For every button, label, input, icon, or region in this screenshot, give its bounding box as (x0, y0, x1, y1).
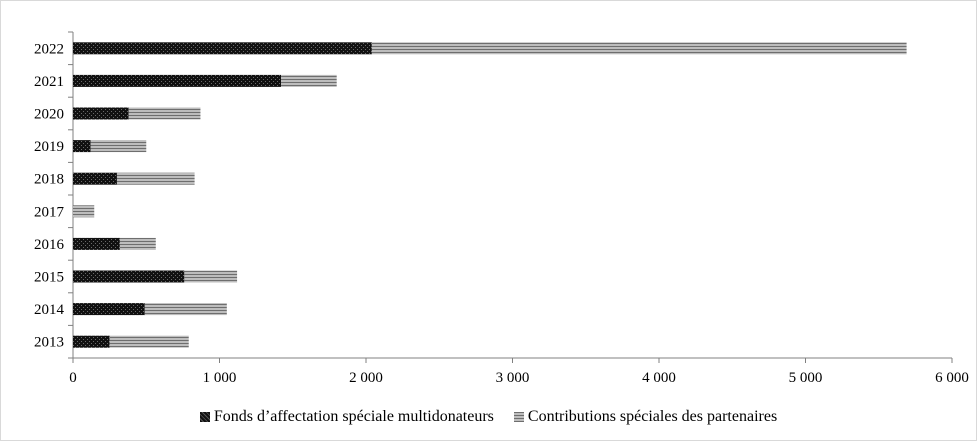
bar-fonds-2022 (73, 42, 372, 55)
x-tick-label: 4 000 (642, 370, 676, 386)
bar-fonds-2020 (73, 107, 129, 120)
bar-fonds-2014 (73, 303, 145, 316)
plot-area: 2013 2014 2015 2016 2017 2018 2019 2020 2021 2022… (34, 31, 969, 386)
x-tick-label: 3 000 (496, 370, 530, 386)
bar-contributions-2020 (128, 107, 201, 120)
legend-label-series-2: Contributions spéciales des partenaires (527, 408, 778, 425)
x-tick-label: 0 (69, 370, 77, 386)
bar-fonds-2021 (73, 74, 282, 87)
legend-label-series-1: Fonds d’affectation spéciale multidonate… (213, 408, 494, 425)
bar-contributions-2022 (371, 42, 907, 55)
x-tick-label: 6 000 (935, 370, 969, 386)
bar-contributions-2015 (184, 270, 238, 283)
bar-contributions-2021 (281, 74, 337, 87)
bar-contributions-2018 (116, 172, 195, 185)
y-tick-label: 2019 (34, 139, 64, 155)
y-tick-label: 2016 (34, 237, 65, 253)
y-tick-label: 2014 (34, 302, 65, 318)
y-tick-label: 2020 (34, 107, 64, 123)
bar-fonds-2015 (73, 270, 185, 283)
y-tick-label: 2013 (34, 335, 64, 351)
bar-fonds-2019 (73, 140, 91, 153)
bar-fonds-2018 (73, 172, 117, 185)
legend-item-series-2: Contributions spéciales des partenaires (513, 408, 778, 426)
x-tick-label: 1 000 (203, 370, 237, 386)
bar-fonds-2016 (73, 237, 120, 250)
bar-contributions-2016 (119, 237, 156, 250)
y-tick-label: 2021 (34, 74, 64, 90)
bar-contributions-2014 (144, 303, 227, 316)
legend-item-series-1: Fonds d’affectation spéciale multidonate… (199, 408, 494, 426)
legend: Fonds d’affectation spéciale multidonate… (0, 408, 977, 427)
legend-swatch-series-1 (199, 412, 210, 422)
y-tick-label: 2018 (34, 172, 64, 188)
bar-contributions-2019 (90, 140, 147, 153)
x-tick-label: 5 000 (789, 370, 823, 386)
bar-contributions-2013 (109, 335, 189, 348)
bar-fonds-2013 (73, 335, 110, 348)
y-tick-label: 2015 (34, 270, 64, 286)
bar-contributions-2017 (73, 205, 95, 218)
legend-swatch-series-2 (513, 412, 524, 422)
x-tick-label: 2 000 (349, 370, 383, 386)
y-tick-label: 2017 (34, 204, 65, 220)
y-tick-label: 2022 (34, 41, 64, 57)
